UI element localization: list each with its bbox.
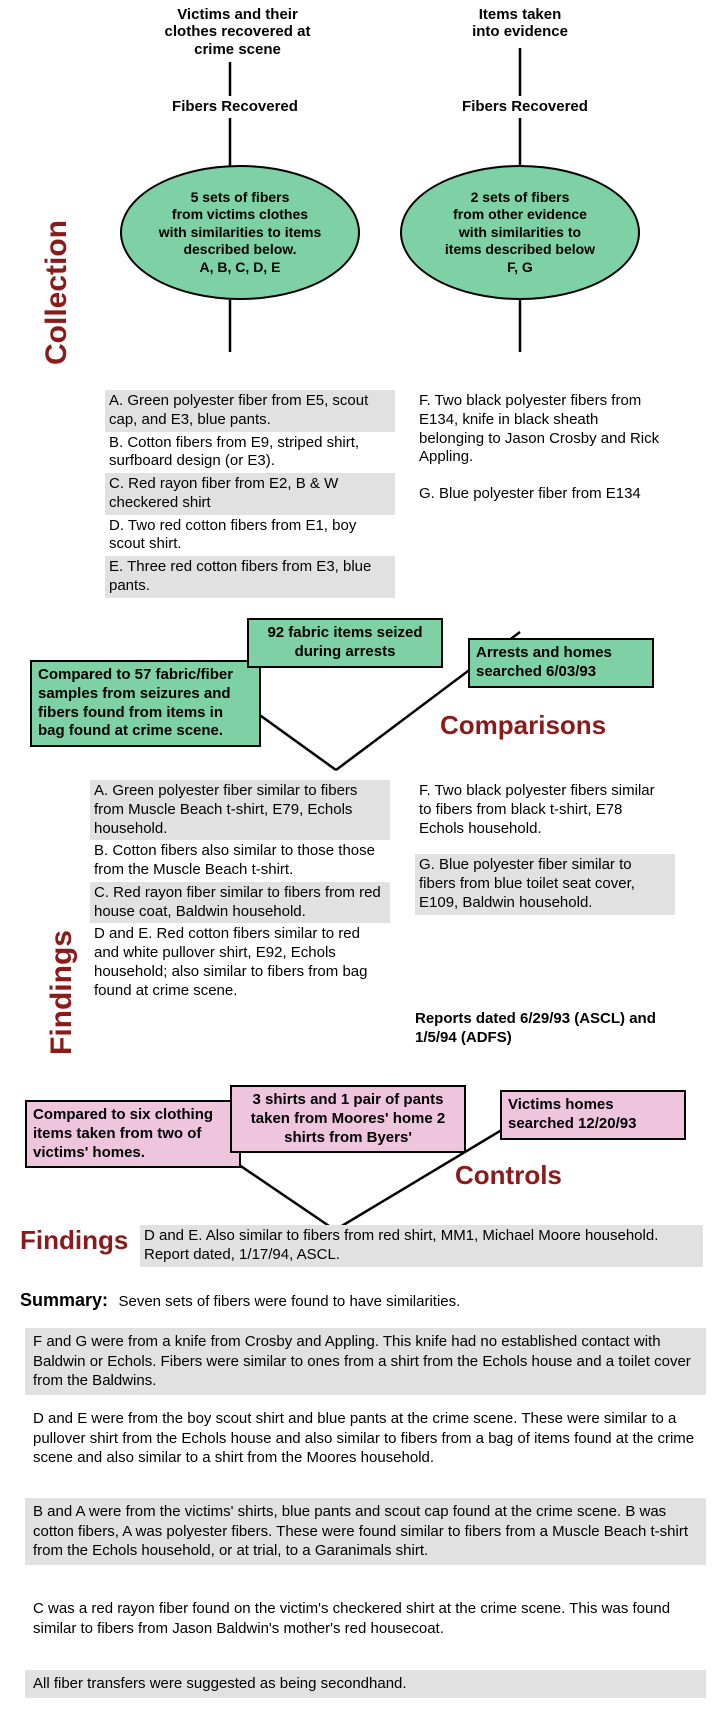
findings-left: A. Green polyester fiber similar to fibe… <box>90 780 390 1002</box>
item-b: B. Cotton fibers from E9, striped shirt,… <box>105 432 395 474</box>
pinkbox-right: Victims homes searched 12/20/93 <box>500 1090 686 1140</box>
finding-g: G. Blue polyester fiber similar to fiber… <box>415 854 675 914</box>
summary-c: C was a red rayon fiber found on the vic… <box>25 1595 706 1642</box>
item-d: D. Two red cotton fibers from E1, boy sc… <box>105 515 395 557</box>
label-collection: Collection <box>40 220 74 365</box>
pinkbox-center: 3 shirts and 1 pair of pants taken from … <box>230 1085 466 1153</box>
summary-ba: B and A were from the victims' shirts, b… <box>25 1498 706 1565</box>
item-a: A. Green polyester fiber from E5, scout … <box>105 390 395 432</box>
finding-a: A. Green polyester fiber similar to fibe… <box>90 780 390 840</box>
item-e: E. Three red cotton fibers from E3, blue… <box>105 556 395 598</box>
summary-row: Summary: Seven sets of fibers were found… <box>20 1290 460 1312</box>
top-src-right: Items takeninto evidence <box>450 6 590 41</box>
fibers-left: Fibers Recovered <box>160 98 310 115</box>
finding-c: C. Red rayon fiber similar to fibers fro… <box>90 882 390 924</box>
right-items: F. Two black polyester fibers from E134,… <box>415 390 665 506</box>
summary-fg: F and G were from a knife from Crosby an… <box>25 1328 706 1395</box>
item-f: F. Two black polyester fibers from E134,… <box>415 390 665 469</box>
finding-b: B. Cotton fibers also similar to those t… <box>90 840 390 882</box>
item-c: C. Red rayon fiber from E2, B & W checke… <box>105 473 395 515</box>
greenbox-left: Compared to 57 fabric/fiber samples from… <box>30 660 261 747</box>
finding-f: F. Two black polyester fibers similar to… <box>415 780 675 840</box>
diagram-canvas: Victims and theirclothes recovered atcri… <box>0 0 720 1728</box>
left-items: A. Green polyester fiber from E5, scout … <box>105 390 395 598</box>
label-findings2: Findings <box>20 1225 128 1256</box>
label-findings: Findings <box>45 930 79 1055</box>
finding-de: D and E. Red cotton fibers similar to re… <box>90 923 390 1002</box>
summary-last: All fiber transfers were suggested as be… <box>25 1670 706 1698</box>
summary-de: D and E were from the boy scout shirt an… <box>25 1405 706 1472</box>
summary-label: Summary: <box>20 1290 108 1310</box>
label-controls: Controls <box>455 1160 562 1191</box>
greenbox-center: 92 fabric items seized during arrests <box>247 618 443 668</box>
findings2-text: D and E. Also similar to fibers from red… <box>140 1225 703 1267</box>
label-comparisons: Comparisons <box>440 710 606 741</box>
ellipse-left: 5 sets of fibersfrom victims clotheswith… <box>120 165 360 300</box>
item-g: G. Blue polyester fiber from E134 <box>415 483 665 506</box>
top-src-left: Victims and theirclothes recovered atcri… <box>150 6 325 58</box>
summary-intro: Seven sets of fibers were found to have … <box>118 1293 460 1310</box>
fibers-right: Fibers Recovered <box>450 98 600 115</box>
findings-right: F. Two black polyester fibers similar to… <box>415 780 675 915</box>
ellipse-right: 2 sets of fibersfrom other evidencewith … <box>400 165 640 300</box>
pinkbox-left: Compared to six clothing items taken fro… <box>25 1100 241 1168</box>
reports-text: Reports dated 6/29/93 (ASCL) and 1/5/94 … <box>415 1010 675 1048</box>
greenbox-right: Arrests and homes searched 6/03/93 <box>468 638 654 688</box>
